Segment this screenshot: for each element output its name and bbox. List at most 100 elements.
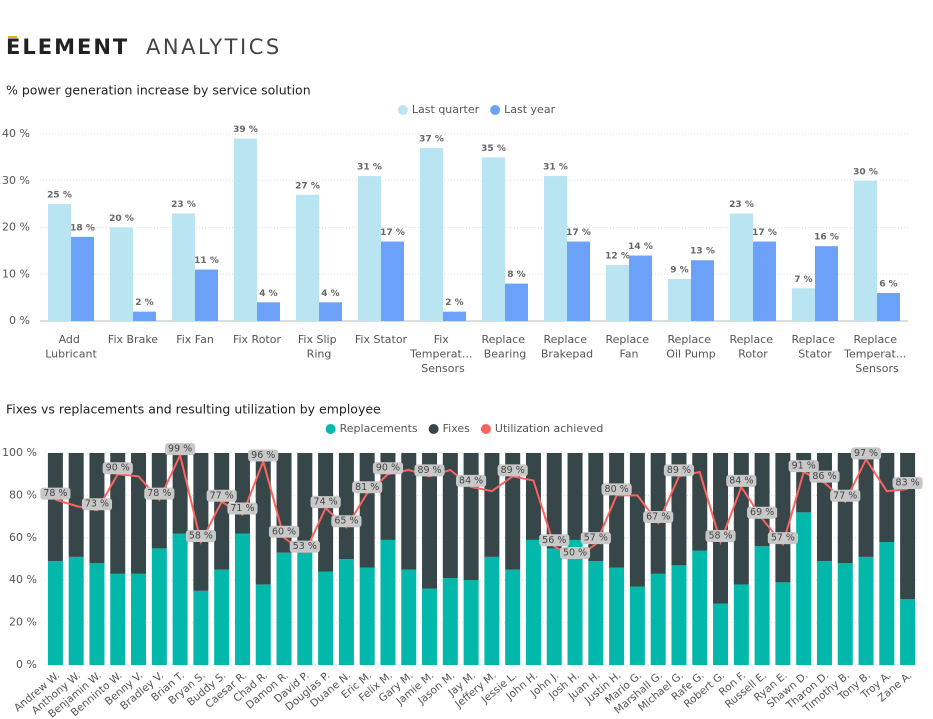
data-label: 89 % — [501, 465, 525, 476]
value-label: 17 % — [752, 228, 777, 238]
data-label: 80 % — [605, 484, 629, 495]
legend-item: Replacements — [325, 422, 418, 435]
data-label: 83 % — [896, 478, 920, 489]
value-label: 27 % — [295, 181, 320, 191]
data-label-background — [705, 530, 736, 543]
x-tick-label-line: Add — [59, 333, 84, 346]
x-tick-label-line: Replace — [605, 333, 652, 346]
bar-segment — [484, 453, 500, 557]
x-tick-label-line: Lubricant — [45, 348, 97, 361]
legend-swatch — [490, 105, 501, 115]
y-tick-label: 20 % — [9, 616, 37, 629]
x-tick-label-line: Oil Pump — [666, 348, 715, 361]
bar-segment — [754, 546, 770, 665]
bar — [629, 255, 652, 321]
data-label: 77 % — [210, 490, 234, 501]
value-label: 30 % — [853, 167, 878, 177]
bar — [815, 246, 838, 321]
y-tick-label: 30 % — [2, 174, 30, 187]
bar-segment — [380, 453, 396, 540]
bar-segment — [214, 569, 230, 665]
x-tick-label-line: Bearing — [484, 348, 527, 361]
bar-segment — [255, 584, 271, 665]
chart-title: Fixes vs replacements and resulting util… — [6, 402, 381, 417]
bar-segment — [879, 453, 895, 543]
bar-segment — [525, 453, 541, 540]
x-tick-label: Fix Stator — [355, 333, 408, 346]
data-label: 58 % — [189, 531, 213, 542]
data-label: 89 % — [667, 465, 691, 476]
data-label: 65 % — [334, 516, 358, 527]
data-label-background — [539, 534, 570, 547]
bar — [195, 269, 218, 321]
value-label: 17 % — [566, 228, 591, 238]
bar-segment — [775, 453, 791, 583]
value-label: 23 % — [729, 200, 754, 210]
x-tick-label-line: Replace — [543, 333, 590, 346]
data-label: 69 % — [750, 507, 774, 518]
value-label: 4 % — [259, 289, 277, 299]
bar-segment — [442, 453, 458, 579]
data-label-background — [601, 483, 632, 496]
x-tick-label-line: Temperat... — [843, 348, 910, 361]
value-label: 2 % — [135, 298, 153, 308]
x-tick-label: Fix Brake — [108, 333, 158, 346]
data-label: 58 % — [708, 531, 732, 542]
bar-segment — [110, 453, 126, 574]
data-label: 91 % — [792, 461, 816, 472]
data-label: 57 % — [584, 533, 608, 544]
data-label-background — [165, 443, 196, 456]
bar-segment — [733, 584, 749, 665]
bar-segment — [567, 453, 583, 540]
bar-segment — [858, 556, 874, 665]
x-tick-label: Replace Temperat... Sensors — [843, 333, 910, 375]
bar-segment — [505, 569, 521, 665]
bar — [420, 148, 443, 321]
legend-label: Last quarter — [412, 103, 480, 116]
data-label-background — [456, 474, 487, 487]
value-label: 6 % — [879, 279, 897, 289]
data-label-background — [663, 464, 695, 477]
bar — [319, 302, 342, 321]
bar-segment — [318, 571, 334, 665]
x-tick-label-line: Stator — [798, 348, 832, 361]
bar-segment — [588, 561, 604, 665]
bar-segment — [401, 569, 417, 665]
data-label-background — [830, 489, 861, 502]
x-tick-label-line: Ring — [307, 348, 332, 361]
bar — [48, 204, 71, 321]
x-tick-label-line: Replace — [791, 333, 838, 346]
x-tick-label: Fix Temperat... Sensors — [409, 333, 476, 375]
bar — [505, 283, 528, 321]
legend-swatch — [397, 105, 408, 115]
legend-label: Utilization achieved — [495, 422, 603, 435]
x-tick-label-line: Temperat... — [409, 348, 476, 361]
bar-segment — [775, 582, 791, 665]
bar-segment — [609, 453, 625, 568]
legend-item: Utilization achieved — [480, 422, 603, 435]
bar-segment — [401, 453, 417, 570]
data-label-background — [767, 532, 798, 545]
bar-segment — [692, 550, 708, 665]
y-tick-label: 20 % — [2, 221, 30, 234]
x-tick-label: Replace Bearing — [481, 333, 528, 361]
data-label-background — [289, 540, 320, 553]
x-tick-label-line: Replace — [481, 333, 528, 346]
bar-segment — [900, 453, 916, 600]
data-label: 60 % — [272, 526, 296, 537]
value-label: 31 % — [357, 163, 382, 173]
data-label-background — [268, 525, 300, 538]
data-label: 78 % — [147, 488, 171, 499]
y-tick-label: 0 % — [16, 658, 37, 671]
value-label: 4 % — [321, 289, 339, 299]
data-label: 78 % — [43, 488, 67, 499]
x-tick-label-line: Replace — [729, 333, 776, 346]
bar — [257, 302, 280, 321]
bar-segment — [671, 453, 687, 566]
bar — [854, 180, 877, 321]
bar-segment — [484, 556, 500, 665]
bar — [110, 227, 133, 321]
bar-segment — [609, 567, 625, 665]
data-label-background — [643, 510, 674, 523]
bar — [234, 138, 257, 321]
